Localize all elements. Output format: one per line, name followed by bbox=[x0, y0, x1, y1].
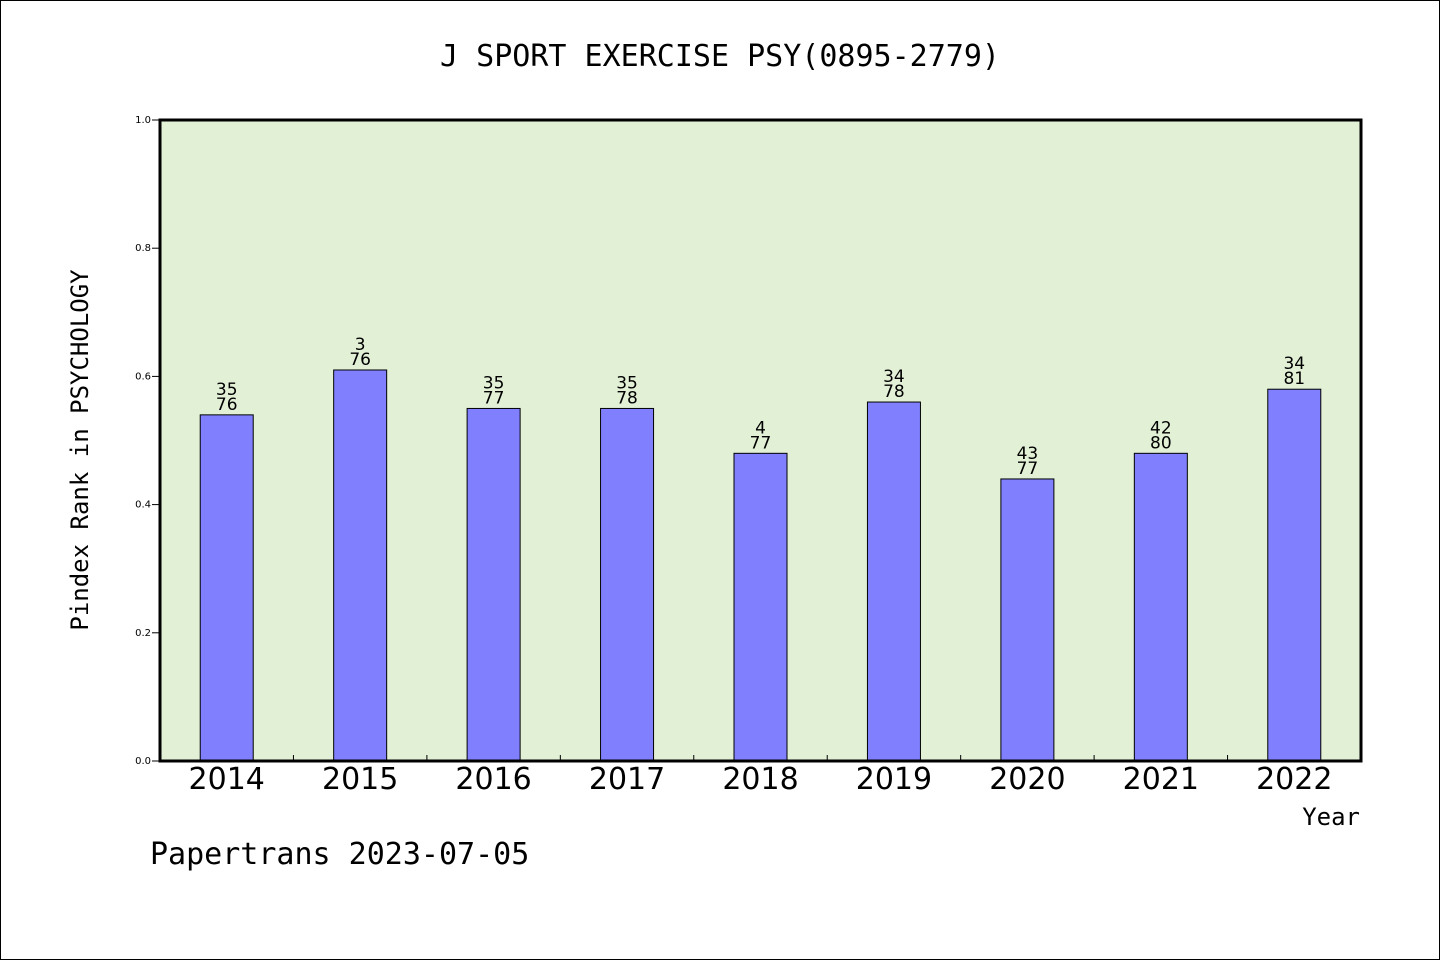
x-tick-label: 2015 bbox=[322, 762, 398, 797]
data-label-top: 42 bbox=[1150, 418, 1172, 438]
data-label-top: 43 bbox=[1017, 444, 1039, 464]
y-tick-label: 0.4 bbox=[135, 500, 151, 511]
bar-2014 bbox=[199, 414, 254, 762]
data-label-top: 4 bbox=[755, 418, 766, 438]
x-tick-label: 2022 bbox=[1256, 762, 1332, 797]
data-label-bottom: 78 bbox=[616, 388, 638, 408]
data-label-top: 3 bbox=[355, 335, 366, 355]
x-tick-label: 2018 bbox=[722, 762, 798, 797]
y-tick-label: 0.2 bbox=[135, 628, 151, 639]
y-tick-label: 0.8 bbox=[135, 243, 151, 254]
bar-2016 bbox=[466, 407, 521, 762]
data-label-bottom: 77 bbox=[483, 388, 505, 408]
bar-2021 bbox=[1133, 452, 1188, 762]
data-label-bottom: 80 bbox=[1150, 433, 1172, 453]
bar-2020 bbox=[1000, 478, 1055, 762]
axis-ticks: 0.0 0.2 0.4 0.6 0.8 1.0 2014 2015 2016 2017 2018 20… bbox=[135, 115, 1332, 797]
x-axis-label: Year bbox=[1302, 803, 1360, 831]
x-tick-label: 2020 bbox=[989, 762, 1065, 797]
data-label-top: 34 bbox=[883, 367, 905, 387]
data-label-bottom: 81 bbox=[1283, 369, 1305, 389]
x-tick-label: 2014 bbox=[189, 762, 265, 797]
data-label-top: 35 bbox=[216, 380, 238, 400]
y-tick-label: 1.0 bbox=[135, 115, 151, 126]
data-label-bottom: 76 bbox=[216, 395, 238, 415]
data-label-bottom: 76 bbox=[349, 350, 371, 370]
bar-2015 bbox=[333, 369, 388, 762]
chart-title: J SPORT EXERCISE PSY(0895-2779) bbox=[440, 39, 1000, 74]
x-tick-label: 2016 bbox=[455, 762, 531, 797]
x-tick-label: 2017 bbox=[589, 762, 665, 797]
y-tick-label: 0.0 bbox=[135, 756, 151, 767]
data-label-bottom: 77 bbox=[1017, 459, 1039, 479]
data-label-bottom: 78 bbox=[883, 382, 905, 402]
y-axis-label: Pindex Rank in PSYCHOLOGY bbox=[66, 269, 94, 631]
data-label-top: 35 bbox=[616, 373, 638, 393]
bar-2019 bbox=[866, 401, 921, 762]
bar-2022 bbox=[1267, 388, 1322, 762]
x-tick-label: 2021 bbox=[1123, 762, 1199, 797]
footer-text: Papertrans 2023-07-05 bbox=[150, 837, 529, 872]
data-label-top: 35 bbox=[483, 373, 505, 393]
bar-2017 bbox=[600, 407, 655, 762]
y-tick-label: 0.6 bbox=[135, 371, 151, 382]
x-tick-label: 2019 bbox=[856, 762, 932, 797]
bar-2018 bbox=[733, 452, 788, 762]
data-label-top: 34 bbox=[1283, 354, 1305, 374]
plot-border bbox=[158, 118, 1363, 763]
data-label-bottom: 77 bbox=[750, 433, 772, 453]
